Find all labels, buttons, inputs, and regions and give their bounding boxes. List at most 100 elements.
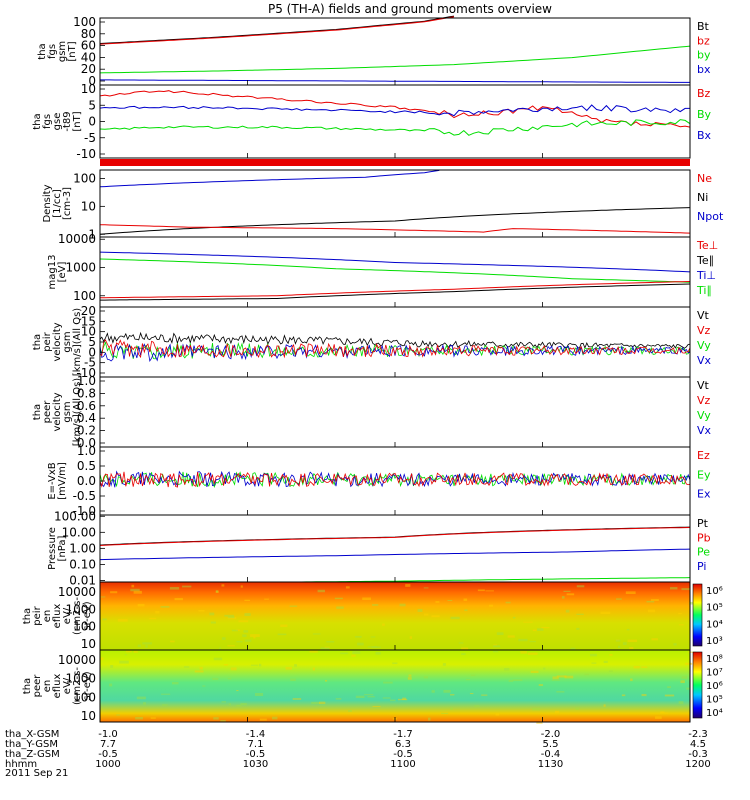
spectrogram-cell	[417, 608, 423, 612]
spectrogram-cell	[223, 664, 228, 666]
axis-label-line: tha	[22, 678, 33, 694]
spectrogram-cell	[541, 626, 550, 629]
ytick-label: 0.6	[77, 399, 96, 413]
spectrogram-cell	[532, 707, 540, 711]
spectrogram-cell	[334, 597, 343, 600]
spectrogram-cell	[324, 680, 328, 682]
legend-Te∥: Te∥	[696, 254, 714, 267]
spectrogram-cell	[383, 681, 393, 684]
ytick-label: -5	[84, 131, 96, 145]
axis-label-line: fgs	[47, 44, 58, 59]
spectrogram-cell	[617, 645, 621, 649]
xaxis-value: -2.3	[688, 729, 708, 740]
ytick-label: -10	[76, 366, 96, 380]
xaxis-row-label: tha_Y-GSM	[5, 739, 58, 750]
axis-label-line: gsm	[57, 41, 68, 62]
spectrogram-cell	[680, 680, 685, 684]
legend-Ni: Ni	[697, 191, 708, 204]
spectrogram-cell	[110, 665, 114, 668]
axis-label-line: Pressure	[47, 527, 58, 570]
panel-temperature: 10000 1000 100 Te⊥ Te∥ Ti⊥ Ti∥ mag13 [eV]	[47, 232, 718, 308]
axis-label-line: peir	[32, 605, 43, 625]
spectrogram-cell	[124, 654, 128, 656]
date-label: 2011 Sep 21	[5, 768, 68, 779]
spectrogram-cell	[469, 692, 474, 695]
series-Bx	[99, 104, 690, 117]
spectrogram-cell	[294, 664, 297, 667]
ytick-label: 0.0	[77, 436, 96, 450]
axis-label-line: gsm	[62, 401, 73, 422]
axis-label-line: peir	[42, 331, 53, 351]
spectrogram-cell	[137, 603, 145, 607]
ytick-label: 0	[88, 115, 96, 129]
colorbar-label: 10⁷	[706, 668, 723, 679]
ytick-label: -0.5	[73, 489, 96, 503]
axis-label-line: [nT]	[72, 111, 83, 131]
spectrogram-cell	[495, 713, 500, 716]
spectrogram-cell	[564, 675, 574, 679]
spectrogram-cell	[137, 644, 141, 647]
xaxis-value: 1100	[390, 759, 415, 770]
spectrogram-cell	[259, 663, 262, 667]
spectrogram-cell	[518, 638, 528, 642]
spectrogram-cell	[685, 662, 693, 665]
axis-label-line: -t89	[62, 111, 73, 131]
ytick-label: 10	[81, 199, 96, 213]
figure-title: P5 (TH-A) fields and ground moments over…	[268, 2, 552, 16]
xaxis-row-label: tha_X-GSM	[5, 729, 59, 740]
spectrogram-cell	[362, 597, 371, 601]
spectrogram-cell	[443, 689, 451, 693]
panel-peir_spectrogram: 10⁶ 10⁵ 10⁴ 10³ 10000 1000 100 10 tha peir en eflux…	[22, 581, 723, 651]
spectrogram-cell	[608, 670, 613, 673]
spectrogram-cell	[319, 701, 326, 705]
spectrogram-cell	[280, 624, 288, 627]
spectrogram-cell	[435, 601, 440, 603]
spectrogram-cell	[529, 640, 536, 643]
panel-fgs_gse_delta: 10 5 0 -5 -10 Bz By Bx tha fgs gse -t89 [nT]	[32, 82, 712, 161]
ytick-label: 0.0	[77, 474, 96, 488]
spectrogram-cell	[399, 603, 406, 607]
spectrogram-cell	[309, 650, 318, 653]
axis-label-line: eflux	[52, 604, 63, 629]
spectrogram-cell	[242, 634, 247, 638]
axis-label-line: Density	[42, 184, 53, 222]
spectrogram-cell	[646, 600, 655, 603]
spectrogram-cell	[532, 629, 537, 632]
spectrogram-cell	[659, 712, 669, 714]
spectrogram-cell	[364, 694, 374, 696]
spectrogram-cell	[570, 647, 576, 650]
spectrogram-cell	[372, 705, 381, 708]
series-Te∥	[100, 283, 691, 301]
colorbar-label: 10⁶	[706, 586, 723, 597]
spectrogram-cell	[458, 642, 464, 644]
spectrogram-cell	[603, 704, 606, 707]
xaxis-value: 4.5	[690, 739, 706, 750]
spectrogram-cell	[464, 609, 468, 612]
colorbar-label: 10⁶	[706, 681, 723, 692]
xaxis-row-label: tha_Z-GSM	[5, 749, 60, 760]
spectrogram-cell	[182, 585, 192, 588]
spectrogram-cell	[340, 652, 349, 655]
ytick-label: 1	[88, 227, 96, 241]
spectrogram-cell	[160, 606, 170, 608]
xaxis-value: 5.5	[543, 739, 559, 750]
spectrogram-cell	[520, 651, 527, 654]
spectrogram-cell	[253, 636, 256, 639]
spectrogram-cell	[493, 645, 501, 648]
series-Ni	[99, 207, 691, 235]
spectrogram-cell	[244, 639, 252, 642]
ytick-label: -10	[76, 147, 96, 161]
spectrogram-cell	[688, 651, 696, 653]
spectrogram-cell	[215, 590, 219, 593]
spectrogram-cell	[324, 646, 330, 649]
spectrogram-cell	[474, 705, 480, 707]
spectrogram-cell	[408, 674, 412, 677]
spectrogram-cell	[110, 591, 118, 594]
spectrogram-cell	[130, 588, 140, 592]
panel-peer_spectrogram: 10⁸ 10⁷ 10⁶ 10⁵ 10⁴ 10000 1000 100 10 tha peer en ef…	[22, 649, 723, 724]
panel-frame	[99, 17, 691, 86]
xaxis-value: 1130	[538, 759, 563, 770]
spectrogram-cell	[145, 644, 148, 648]
xaxis-value: -0.3	[688, 749, 708, 760]
